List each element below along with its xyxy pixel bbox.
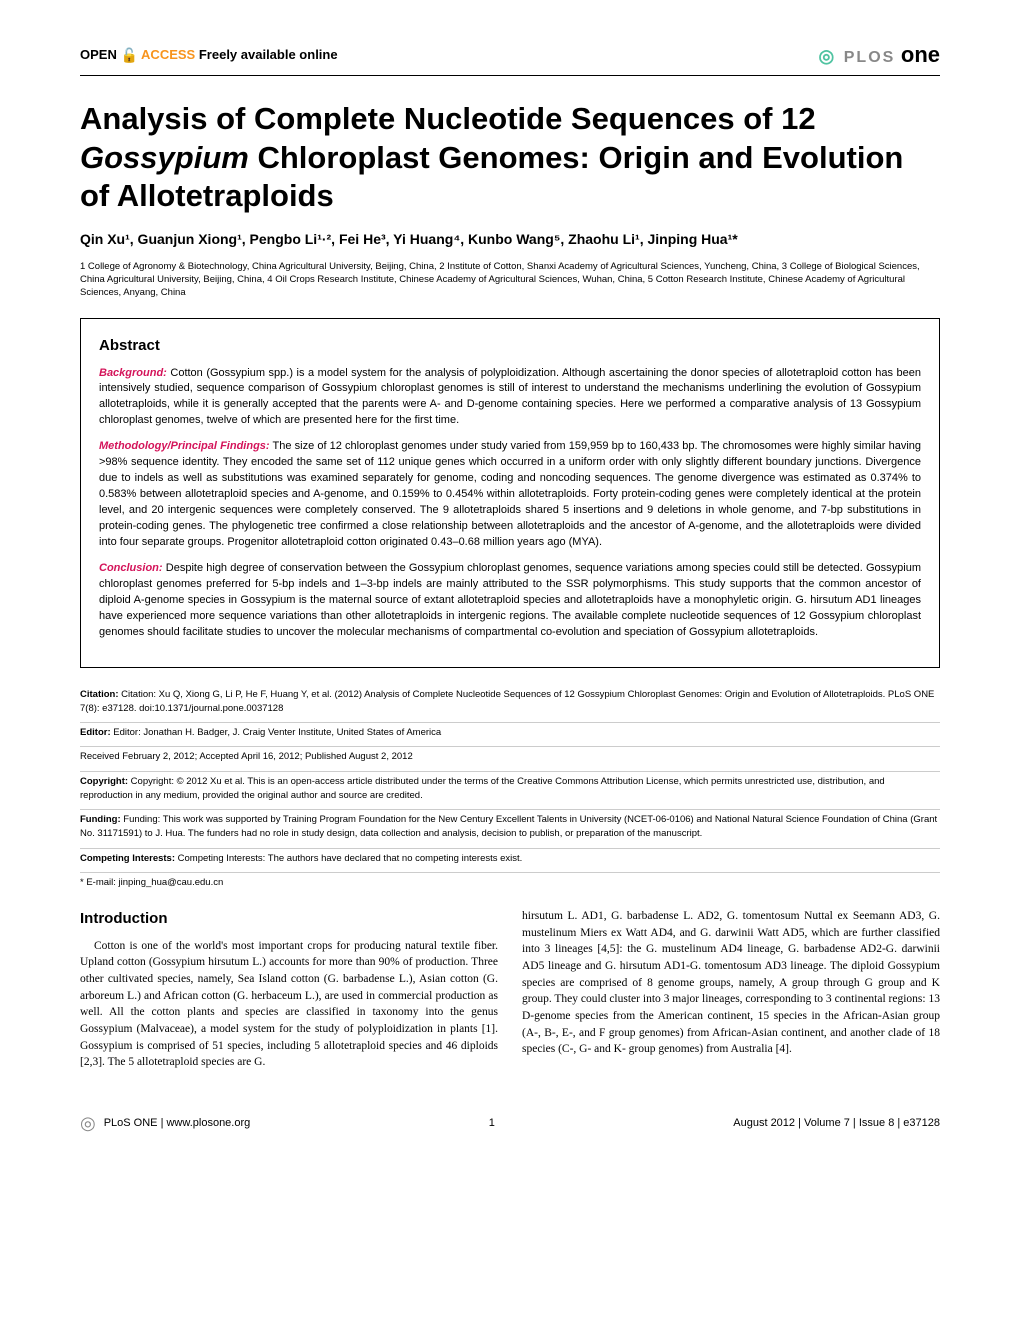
top-bar: OPEN 🔓 ACCESS Freely available online ◎ …	[80, 40, 940, 76]
citation-text: Citation: Xu Q, Xiong G, Li P, He F, Hua…	[80, 689, 934, 714]
article-title: Analysis of Complete Nucleotide Sequence…	[80, 100, 940, 216]
methods-head: Methodology/Principal Findings:	[99, 440, 270, 452]
journal-logo: ◎ PLOS one	[818, 40, 940, 71]
page-footer: ◎ PLoS ONE | www.plosone.org 1 August 20…	[80, 1111, 940, 1136]
background-head: Background:	[99, 367, 167, 379]
dates: Received February 2, 2012; Accepted Apri…	[80, 750, 940, 764]
funding-text: Funding: This work was supported by Trai…	[80, 814, 937, 839]
methods-text: The size of 12 chloroplast genomes under…	[99, 440, 921, 548]
open-text: OPEN	[80, 47, 117, 62]
swirl-icon: ◎	[818, 46, 834, 66]
citation: Citation: Citation: Xu Q, Xiong G, Li P,…	[80, 688, 940, 717]
affiliations: 1 College of Agronomy & Biotechnology, C…	[80, 260, 940, 300]
logo-plos: PLOS	[844, 49, 896, 66]
competing-text: Competing Interests: The authors have de…	[178, 853, 523, 864]
footer-site: PLoS ONE | www.plosone.org	[104, 1116, 251, 1131]
abstract-box: Abstract Background: Cotton (Gossypium s…	[80, 318, 940, 668]
access-text: ACCESS	[141, 47, 195, 62]
background-text: Cotton (Gossypium spp.) is a model syste…	[99, 367, 921, 427]
abstract-conclusion: Conclusion: Despite high degree of conse…	[99, 561, 921, 641]
open-access-label: OPEN 🔓 ACCESS Freely available online	[80, 46, 338, 66]
footer-issue: August 2012 | Volume 7 | Issue 8 | e3712…	[733, 1116, 940, 1131]
abstract-methods: Methodology/Principal Findings: The size…	[99, 439, 921, 551]
column-right: hirsutum L. AD1, G. barbadense L. AD2, G…	[522, 908, 940, 1071]
open-lock-icon: 🔓	[120, 47, 137, 63]
logo-one: one	[901, 42, 940, 67]
conclusion-text: Despite high degree of conservation betw…	[99, 562, 921, 638]
intro-col1-text: Cotton is one of the world's most import…	[80, 938, 498, 1071]
editor: Editor: Editor: Jonathan H. Badger, J. C…	[80, 726, 940, 740]
authors-line: Qin Xu¹, Guanjun Xiong¹, Pengbo Li¹·², F…	[80, 230, 940, 250]
copyright: Copyright: Copyright: © 2012 Xu et al. T…	[80, 775, 940, 804]
editor-text: Editor: Jonathan H. Badger, J. Craig Ven…	[113, 727, 441, 738]
corresponding-email: * E-mail: jinping_hua@cau.edu.cn	[80, 876, 940, 890]
body-columns: Introduction Cotton is one of the world'…	[80, 908, 940, 1071]
title-line1: Analysis of Complete Nucleotide Sequence…	[80, 101, 816, 136]
column-left: Introduction Cotton is one of the world'…	[80, 908, 498, 1071]
abstract-heading: Abstract	[99, 335, 921, 356]
footer-logo-icon: ◎	[80, 1111, 96, 1136]
footer-page: 1	[489, 1116, 495, 1131]
intro-heading: Introduction	[80, 908, 498, 930]
intro-col2-text: hirsutum L. AD1, G. barbadense L. AD2, G…	[522, 908, 940, 1058]
freely-text: Freely available online	[199, 47, 338, 62]
copyright-text: Copyright: © 2012 Xu et al. This is an o…	[80, 776, 885, 801]
competing: Competing Interests: Competing Interests…	[80, 852, 940, 866]
title-italic: Gossypium	[80, 140, 249, 175]
footer-left: ◎ PLoS ONE | www.plosone.org	[80, 1111, 250, 1136]
conclusion-head: Conclusion:	[99, 562, 163, 574]
funding: Funding: Funding: This work was supporte…	[80, 813, 940, 842]
abstract-background: Background: Cotton (Gossypium spp.) is a…	[99, 366, 921, 430]
